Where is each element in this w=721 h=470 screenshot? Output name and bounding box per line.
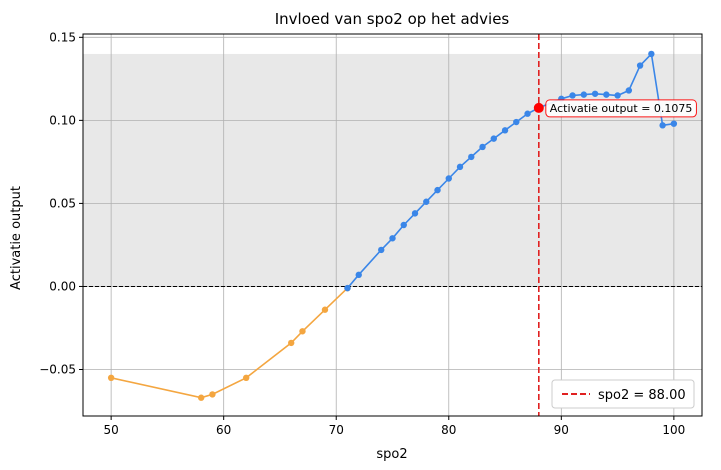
y-tick-label: 0.10 [49,113,76,127]
x-tick-label: 70 [329,423,344,437]
x-tick-label: 80 [441,423,456,437]
data-point [524,110,531,117]
data-point [107,374,115,381]
chart-title: Invloed van spo2 op het advies [275,10,510,28]
data-point [614,92,621,99]
data-point [288,339,295,347]
data-point [591,90,599,97]
y-tick-label: 0.15 [49,30,76,44]
shaded-band [83,53,702,287]
data-point [513,118,520,126]
data-point [423,198,430,205]
data-point [299,328,306,335]
x-tick-label: 100 [662,423,685,437]
highlight-layer [533,102,544,113]
y-tick-label: −0.05 [39,362,76,376]
x-axis-label: spo2 [376,447,407,462]
legend-box [551,379,695,409]
data-point [659,122,666,129]
data-point [434,186,441,194]
data-point [209,391,216,398]
data-point [636,62,644,69]
x-axis-ticks: 50 60 70 80 90 100 [103,416,685,437]
data-point [479,143,486,151]
annotation-text: Activatie output = 0.1075 [550,102,693,115]
x-tick-label: 90 [554,423,569,437]
data-point [648,50,655,58]
data-point [400,221,407,229]
series-layer [107,50,678,401]
y-tick-label: 0.05 [49,196,76,210]
data-point [569,92,576,99]
data-point [468,153,475,161]
data-point [580,91,588,98]
legend-label: spo2 = 88.00 [598,388,686,403]
data-point [490,135,497,142]
data-point [321,306,329,313]
y-axis-label: Activatie output [9,186,24,290]
data-point [389,235,396,242]
series-line-2 [346,52,675,289]
legend: spo2 = 88.00 [551,379,695,409]
x-tick-label: 60 [216,423,231,437]
data-point [456,163,464,171]
plot-frame [82,33,703,417]
data-point [344,284,351,292]
data-point [355,271,362,279]
grid [83,34,702,416]
y-tick-label: 0.00 [49,279,76,293]
data-point [378,246,385,254]
reference-lines [83,34,702,416]
plot-background [83,53,702,287]
data-point [625,87,633,94]
data-point [411,210,419,217]
data-point [603,91,610,98]
data-point [670,120,678,127]
data-point [242,374,250,381]
annotation-box [545,99,697,118]
data-point [445,175,452,182]
annotation-group: Activatie output = 0.1075 [545,99,697,118]
y-axis-ticks: −0.05 0.00 0.05 0.10 0.15 [39,30,83,376]
highlight-point [533,102,544,113]
x-tick-label: 50 [103,423,118,437]
data-point [501,127,509,134]
series-line-1 [110,287,349,399]
data-point [197,394,205,401]
